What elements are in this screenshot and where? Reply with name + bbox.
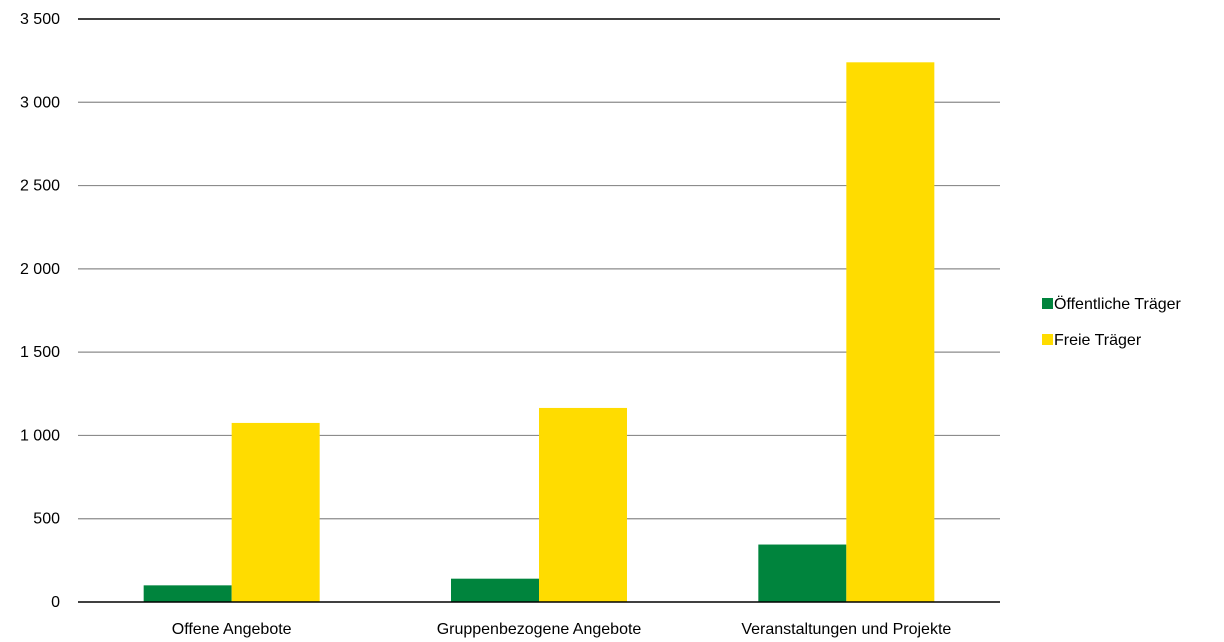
legend-swatch (1042, 334, 1053, 345)
bar-freie-traeger (846, 62, 935, 602)
legend-swatch (1042, 298, 1053, 309)
legend: Öffentliche Träger Freie Träger (1042, 295, 1182, 349)
bars (143, 62, 935, 602)
bar-freie-traeger (231, 422, 320, 602)
y-tick-label: 3 000 (20, 94, 60, 111)
x-category-label: Offene Angebote (172, 621, 292, 638)
y-tick-label: 0 (51, 594, 60, 611)
y-tick-label: 500 (33, 511, 60, 528)
bar-oeffentliche-traeger (143, 585, 232, 602)
bar-oeffentliche-traeger (451, 578, 539, 602)
x-category-label: Veranstaltungen und Projekte (741, 621, 951, 638)
y-tick-label: 3 500 (20, 11, 60, 28)
y-tick-label: 1 500 (20, 344, 60, 361)
y-tick-label: 1 000 (20, 427, 60, 444)
y-tick-label: 2 000 (20, 261, 60, 278)
bar-oeffentliche-traeger (758, 544, 847, 602)
x-axis-category-labels: Offene Angebote Gruppenbezogene Angebote V… (172, 621, 952, 638)
bar-freie-traeger (539, 407, 627, 602)
y-tick-label: 2 500 (20, 178, 60, 195)
x-category-label: Gruppenbezogene Angebote (437, 621, 642, 638)
legend-label: Öffentliche Träger (1054, 295, 1182, 313)
y-axis-tick-labels: 0 500 1 000 1 500 2 000 2 500 3 000 3 500 (20, 11, 60, 611)
legend-label: Freie Träger (1054, 332, 1142, 349)
